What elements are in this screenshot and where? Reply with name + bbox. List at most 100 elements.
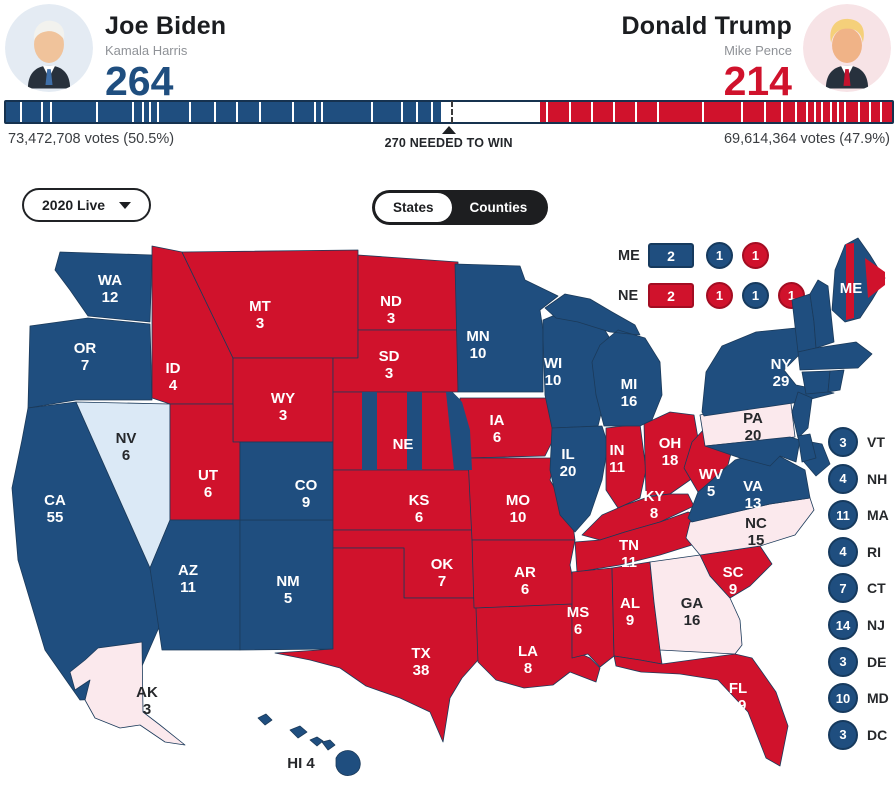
state-HI[interactable] — [257, 713, 361, 776]
state-ND[interactable] — [357, 254, 459, 331]
ne-district-band — [446, 392, 472, 470]
sidebar-state-label: VT — [867, 434, 885, 450]
biden-popular-votes: 73,472,708 votes (50.5%) — [8, 131, 175, 147]
sidebar-state-label: MD — [867, 690, 889, 707]
split-ev-rect-rep: 2 — [648, 283, 694, 308]
sidebar-state-label: NJ — [867, 617, 885, 633]
state-segment-divider — [188, 102, 191, 122]
state-label-ND: ND 3 — [380, 293, 402, 327]
sidebar-state-DE[interactable]: 3 DE — [828, 646, 886, 677]
state-OR[interactable] — [27, 317, 153, 409]
ne-district-stripe — [362, 392, 377, 470]
state-label-IA: IA 6 — [490, 412, 505, 446]
sidebar-state-label: CT — [867, 580, 886, 597]
state-segment-divider — [837, 102, 840, 122]
sidebar-ev-circle: 7 — [828, 573, 858, 604]
state-segment-divider — [868, 102, 871, 122]
state-segment-divider — [814, 102, 817, 122]
biden-portrait-illustration — [5, 4, 93, 92]
sidebar-ev-circle: 4 — [828, 536, 858, 567]
us-electoral-map: WA 12 OR 7 CA 55 NV 6 ID 4 MT 3 WY 3 UT 6 AZ 11 NM 5 CO 9 ND 3 S… — [11, 237, 886, 776]
state-segment-divider — [371, 102, 374, 122]
state-NH[interactable] — [809, 279, 835, 349]
state-RI[interactable] — [827, 369, 845, 393]
state-segment-divider — [568, 102, 571, 122]
state-segment-divider — [401, 102, 404, 122]
state-label-CO: CO 9 — [295, 477, 318, 511]
state-label-MO: MO 10 — [506, 492, 530, 526]
year-selector-label: 2020 Live — [42, 197, 106, 213]
sidebar-state-label: MA — [867, 507, 889, 524]
state-IL[interactable] — [549, 425, 609, 533]
state-NJ[interactable] — [791, 391, 813, 439]
sidebar-ev-circle: 3 — [828, 646, 858, 677]
state-segment-divider — [879, 102, 882, 122]
state-MA[interactable] — [797, 341, 873, 371]
trump-avatar — [803, 4, 891, 92]
state-KS[interactable] — [332, 469, 481, 531]
state-label-LA: LA 8 — [518, 643, 538, 677]
threshold-marker: 270 NEEDED TO WIN — [349, 126, 549, 150]
state-label-ME: ME — [840, 280, 863, 297]
trump-portrait-illustration — [803, 4, 891, 92]
sidebar-state-CT[interactable]: 7 CT — [828, 573, 886, 604]
state-segment-divider — [701, 102, 704, 122]
state-FL[interactable] — [613, 653, 789, 767]
state-DE[interactable] — [797, 433, 817, 463]
state-label-HI: HI 4 — [287, 755, 315, 772]
state-label-MN: MN 10 — [466, 328, 489, 362]
state-label-MT: MT 3 — [249, 298, 271, 332]
biden-running-mate: Kamala Harris — [105, 43, 188, 58]
split-legend-row-ME: ME 2 1 1 — [618, 242, 814, 269]
biden-electoral-votes: 264 — [105, 58, 174, 104]
state-label-UT: UT 6 — [198, 467, 218, 501]
sidebar-state-VT[interactable]: 3 VT — [828, 427, 885, 457]
sidebar-state-MD[interactable]: 10 MD — [828, 683, 889, 714]
state-CO[interactable] — [239, 441, 334, 521]
sidebar-state-DC[interactable]: 3 DC — [828, 719, 888, 750]
sidebar-ev-circle: 3 — [828, 427, 858, 457]
trump-electoral-votes: 214 — [723, 58, 792, 104]
state-segment-divider — [844, 102, 847, 122]
state-IA[interactable] — [459, 397, 559, 459]
state-segment-divider — [763, 102, 766, 122]
sidebar-ev-circle: 11 — [828, 500, 858, 531]
year-selector-dropdown[interactable]: 2020 Live — [22, 188, 152, 222]
split-ev-circle-rep: 1 — [706, 282, 733, 309]
state-AK[interactable] — [69, 641, 186, 746]
sidebar-state-label: DC — [867, 726, 888, 743]
sidebar-ev-circle: 14 — [828, 610, 858, 640]
state-label-NV: NV 6 — [116, 430, 137, 464]
sidebar-state-RI[interactable]: 4 RI — [828, 536, 881, 567]
state-label-VA: VA 13 — [743, 478, 763, 512]
state-segment-divider — [148, 102, 151, 122]
state-label-TN: TN 11 — [619, 537, 639, 571]
state-segment-divider — [131, 102, 134, 122]
state-segment-divider — [821, 102, 824, 122]
toggle-option-states[interactable]: States — [375, 193, 452, 222]
state-label-IN: IN 11 — [609, 442, 625, 476]
toggle-option-counties[interactable]: Counties — [469, 200, 528, 215]
state-segment-divider — [635, 102, 638, 122]
state-MN[interactable] — [454, 263, 559, 393]
state-label-NE: NE — [393, 436, 414, 453]
state-label-OH: OH 18 — [659, 435, 682, 469]
trump-name: Donald Trump — [621, 12, 792, 40]
state-label-KY: KY 8 — [644, 488, 665, 522]
sidebar-state-NJ[interactable]: 14 NJ — [828, 610, 885, 640]
map-view-toggle: States Counties — [372, 190, 549, 225]
biden-name: Joe Biden — [105, 12, 227, 40]
state-TX[interactable] — [274, 547, 479, 743]
state-segment-divider — [314, 102, 317, 122]
state-UT[interactable] — [169, 403, 241, 521]
sidebar-state-MA[interactable]: 11 MA — [828, 500, 889, 531]
state-segment-divider — [431, 102, 434, 122]
trump-popular-votes: 69,614,364 votes (47.9%) — [723, 131, 890, 147]
state-segment-divider — [156, 102, 159, 122]
state-label-AR: AR 6 — [514, 564, 536, 598]
sidebar-state-label: NH — [867, 470, 888, 487]
state-label-AL: AL 9 — [620, 595, 640, 629]
state-segment-divider — [214, 102, 217, 122]
state-CT[interactable] — [801, 370, 831, 395]
sidebar-state-NH[interactable]: 4 NH — [828, 463, 888, 494]
